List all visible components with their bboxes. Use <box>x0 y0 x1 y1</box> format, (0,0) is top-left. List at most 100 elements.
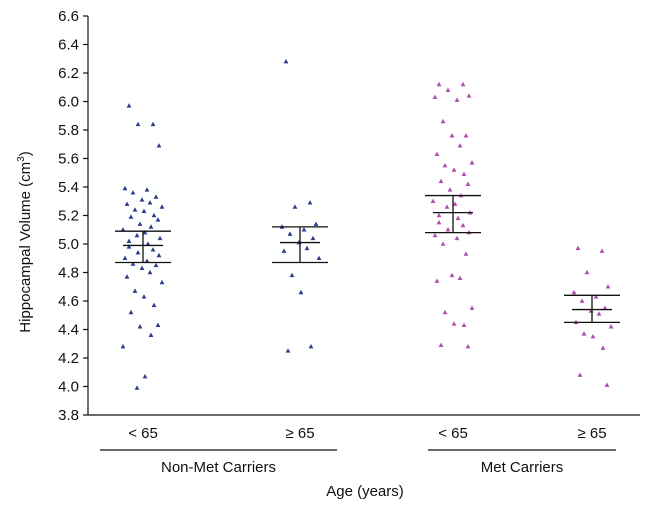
data-point-s2-1 <box>460 81 466 87</box>
data-point-s2-2 <box>445 87 451 92</box>
data-point-s0-21 <box>134 232 140 238</box>
data-point-s3-14 <box>600 345 606 350</box>
data-point-s0-34 <box>147 269 153 275</box>
data-point-s2-33 <box>449 272 455 278</box>
data-point-s0-37 <box>132 288 138 293</box>
data-point-s0-2 <box>135 121 141 127</box>
data-point-s1-2 <box>292 204 298 209</box>
data-point-s0-44 <box>120 344 126 349</box>
data-point-s0-0 <box>126 103 132 108</box>
data-point-s2-40 <box>438 342 444 347</box>
data-point-s2-15 <box>438 178 444 184</box>
data-point-s0-7 <box>153 194 159 199</box>
data-point-s0-23 <box>126 238 132 243</box>
data-point-s2-34 <box>457 275 463 280</box>
data-point-s1-11 <box>316 255 322 261</box>
x-tick-label-1: ≥ 65 <box>285 425 314 442</box>
data-point-s0-18 <box>148 224 154 229</box>
data-point-s1-10 <box>281 248 287 253</box>
x-tick-label-3: ≥ 65 <box>577 425 606 442</box>
data-point-s2-11 <box>469 160 475 165</box>
data-point-s1-3 <box>313 221 319 226</box>
data-point-s3-0 <box>575 245 581 251</box>
data-point-s3-9 <box>596 311 602 316</box>
data-point-s3-6 <box>579 298 585 303</box>
data-point-s0-31 <box>130 261 136 266</box>
data-point-s2-31 <box>440 241 446 246</box>
y-tick-label-1: 4.0 <box>58 379 79 396</box>
group-label-1: Met Carriers <box>481 459 564 476</box>
data-point-s3-2 <box>584 269 590 275</box>
data-point-s3-11 <box>608 324 614 329</box>
data-point-s1-12 <box>289 272 295 278</box>
data-point-s1-7 <box>310 235 316 241</box>
data-point-s1-13 <box>298 289 304 295</box>
y-tick-label-8: 5.4 <box>58 179 79 196</box>
y-tick-label-12: 6.2 <box>58 65 79 82</box>
data-point-s3-12 <box>581 331 587 336</box>
data-point-s2-24 <box>455 215 461 221</box>
y-tick-label-14: 6.6 <box>58 8 79 25</box>
y-tick-label-13: 6.4 <box>58 37 79 54</box>
data-point-s2-39 <box>461 322 467 328</box>
data-point-s2-37 <box>442 309 448 315</box>
data-point-s0-29 <box>122 255 128 261</box>
data-point-s0-28 <box>156 252 162 258</box>
data-point-s1-15 <box>285 348 291 353</box>
data-point-s2-27 <box>445 227 451 232</box>
y-axis-title: Hippocampal Volume (cm3) <box>16 151 34 332</box>
data-point-s2-6 <box>440 118 446 124</box>
x-tick-label-0: < 65 <box>128 425 158 442</box>
data-point-s2-10 <box>434 151 440 157</box>
data-point-s0-3 <box>156 143 162 148</box>
data-point-s2-16 <box>465 181 471 186</box>
data-point-s2-13 <box>451 167 457 172</box>
data-point-s0-41 <box>155 322 161 328</box>
plot-area: 3.8 4.0 4.2 4.4 4.6 4.8 5.0 5.2 5.4 5.6 5.8 6.0 6.2 6… <box>58 8 640 476</box>
data-point-s0-24 <box>145 241 151 246</box>
data-point-s1-6 <box>287 231 293 236</box>
data-point-s2-30 <box>454 235 460 241</box>
data-point-s0-6 <box>130 190 136 195</box>
data-point-s0-45 <box>142 373 148 379</box>
data-point-s2-26 <box>460 222 466 228</box>
data-point-s2-38 <box>451 321 457 326</box>
data-point-s2-21 <box>444 204 450 209</box>
y-tick-label-7: 5.2 <box>58 208 79 225</box>
data-point-s0-10 <box>124 201 130 206</box>
data-point-s1-1 <box>307 200 313 205</box>
data-point-s0-12 <box>132 207 138 212</box>
y-tick-label-10: 5.8 <box>58 122 79 139</box>
data-point-s2-4 <box>432 94 438 100</box>
data-point-s0-19 <box>120 227 126 232</box>
data-point-s2-8 <box>449 133 455 138</box>
data-point-s0-26 <box>150 247 156 252</box>
data-point-s0-16 <box>155 217 161 222</box>
data-point-s0-11 <box>159 204 165 209</box>
data-point-s1-0 <box>283 59 289 64</box>
data-point-s0-33 <box>139 265 145 271</box>
y-tick-label-4: 4.6 <box>58 293 79 310</box>
data-point-s0-46 <box>134 385 140 390</box>
y-tick-label-11: 6.0 <box>58 94 79 111</box>
data-point-s0-39 <box>151 302 157 308</box>
data-point-s0-14 <box>151 212 157 218</box>
data-point-s3-4 <box>571 289 577 295</box>
data-point-s0-25 <box>126 244 132 249</box>
data-point-s0-30 <box>144 258 150 263</box>
data-point-s2-36 <box>469 305 475 310</box>
data-point-s0-13 <box>141 208 147 214</box>
data-point-s0-35 <box>124 274 130 279</box>
data-point-s2-12 <box>442 163 448 168</box>
data-point-s2-19 <box>430 198 436 204</box>
data-point-s0-40 <box>128 309 134 315</box>
data-point-s3-16 <box>604 382 610 387</box>
data-point-s3-7 <box>602 305 608 310</box>
x-axis-title: Age (years) <box>326 483 404 500</box>
data-point-s0-8 <box>139 197 145 202</box>
data-point-s2-5 <box>454 97 460 102</box>
data-point-s2-0 <box>436 81 442 87</box>
data-point-s3-5 <box>593 294 599 299</box>
data-point-s3-3 <box>605 284 611 289</box>
